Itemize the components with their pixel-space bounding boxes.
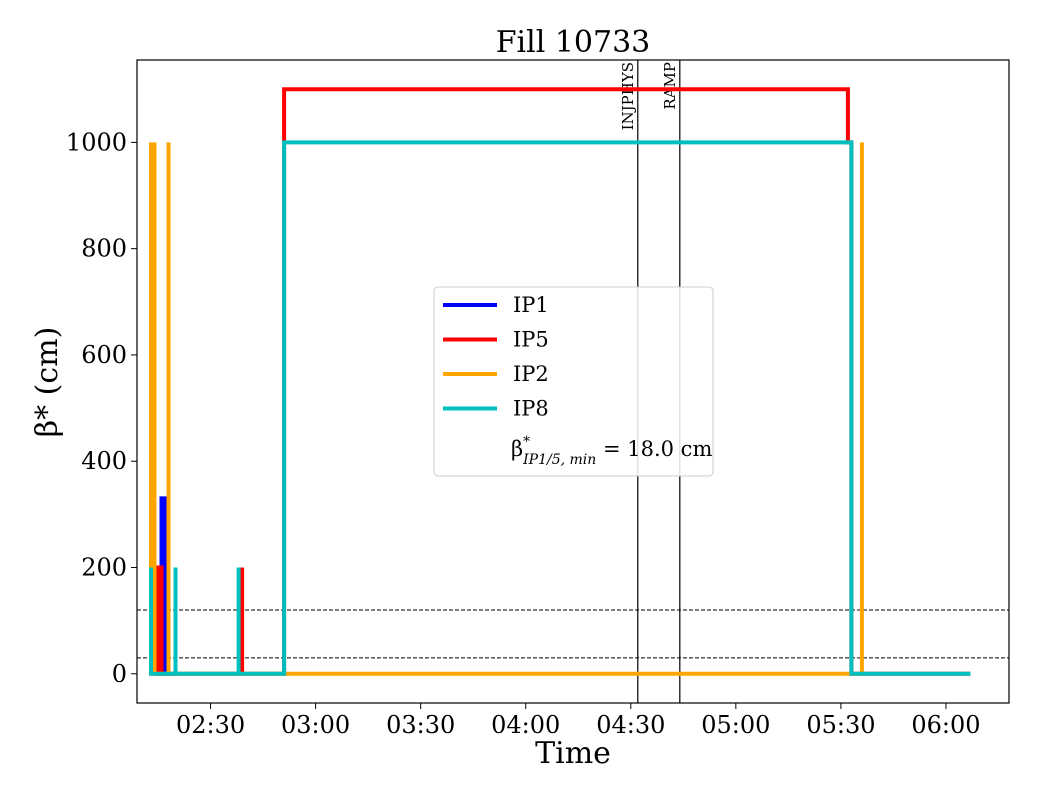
y-tick-label: 400 xyxy=(81,447,127,475)
chart-title: Fill 10733 xyxy=(496,25,651,60)
vline-label-injphys: INJPHYS xyxy=(619,62,637,130)
legend-note-sup: * xyxy=(523,434,530,450)
y-tick-label: 1000 xyxy=(66,128,127,156)
x-tick-label: 03:00 xyxy=(281,711,350,739)
x-tick-label: 04:30 xyxy=(596,711,665,739)
y-axis-label: β* (cm) xyxy=(30,327,65,438)
legend-label-ip5: IP5 xyxy=(513,328,549,352)
x-axis-label: Time xyxy=(535,736,611,771)
legend: IP1 IP5 IP2 IP8 β* IP1/5, min = 18.0 cm xyxy=(433,286,714,477)
y-tick-label: 0 xyxy=(112,660,127,688)
x-axis-ticks: 02:30 03:00 03:30 04:00 04:30 05:00 05:30 06:00 xyxy=(176,703,981,739)
series-line-ip8 xyxy=(149,140,971,676)
legend-note-sub: IP1/5, min xyxy=(522,452,596,468)
x-tick-label: 04:00 xyxy=(491,711,560,739)
vline-label-ramp: RAMP xyxy=(661,62,679,110)
legend-note: β* IP1/5, min = 18.0 cm xyxy=(511,434,712,468)
legend-label-ip1: IP1 xyxy=(513,293,549,317)
legend-box xyxy=(433,286,714,477)
y-tick-label: 200 xyxy=(81,553,127,581)
y-tick-label: 800 xyxy=(81,235,127,263)
legend-label-ip8: IP8 xyxy=(513,397,549,421)
plot-frame xyxy=(136,59,1010,704)
legend-items: IP1 IP5 IP2 IP8 xyxy=(443,293,549,421)
plot-layer: INJPHYS RAMP xyxy=(137,60,1009,703)
legend-note-suffix: = 18.0 cm xyxy=(596,437,712,461)
legend-note-prefix: β xyxy=(511,437,523,461)
x-tick-label: 02:30 xyxy=(176,711,245,739)
y-axis-ticks: 0 200 400 600 800 1000 xyxy=(66,128,137,688)
y-tick-label: 600 xyxy=(81,341,127,369)
x-tick-label: 05:00 xyxy=(701,711,770,739)
legend-label-ip2: IP2 xyxy=(513,362,549,386)
x-tick-label: 05:30 xyxy=(806,711,875,739)
x-tick-label: 03:30 xyxy=(386,711,455,739)
x-tick-label: 06:00 xyxy=(911,711,980,739)
